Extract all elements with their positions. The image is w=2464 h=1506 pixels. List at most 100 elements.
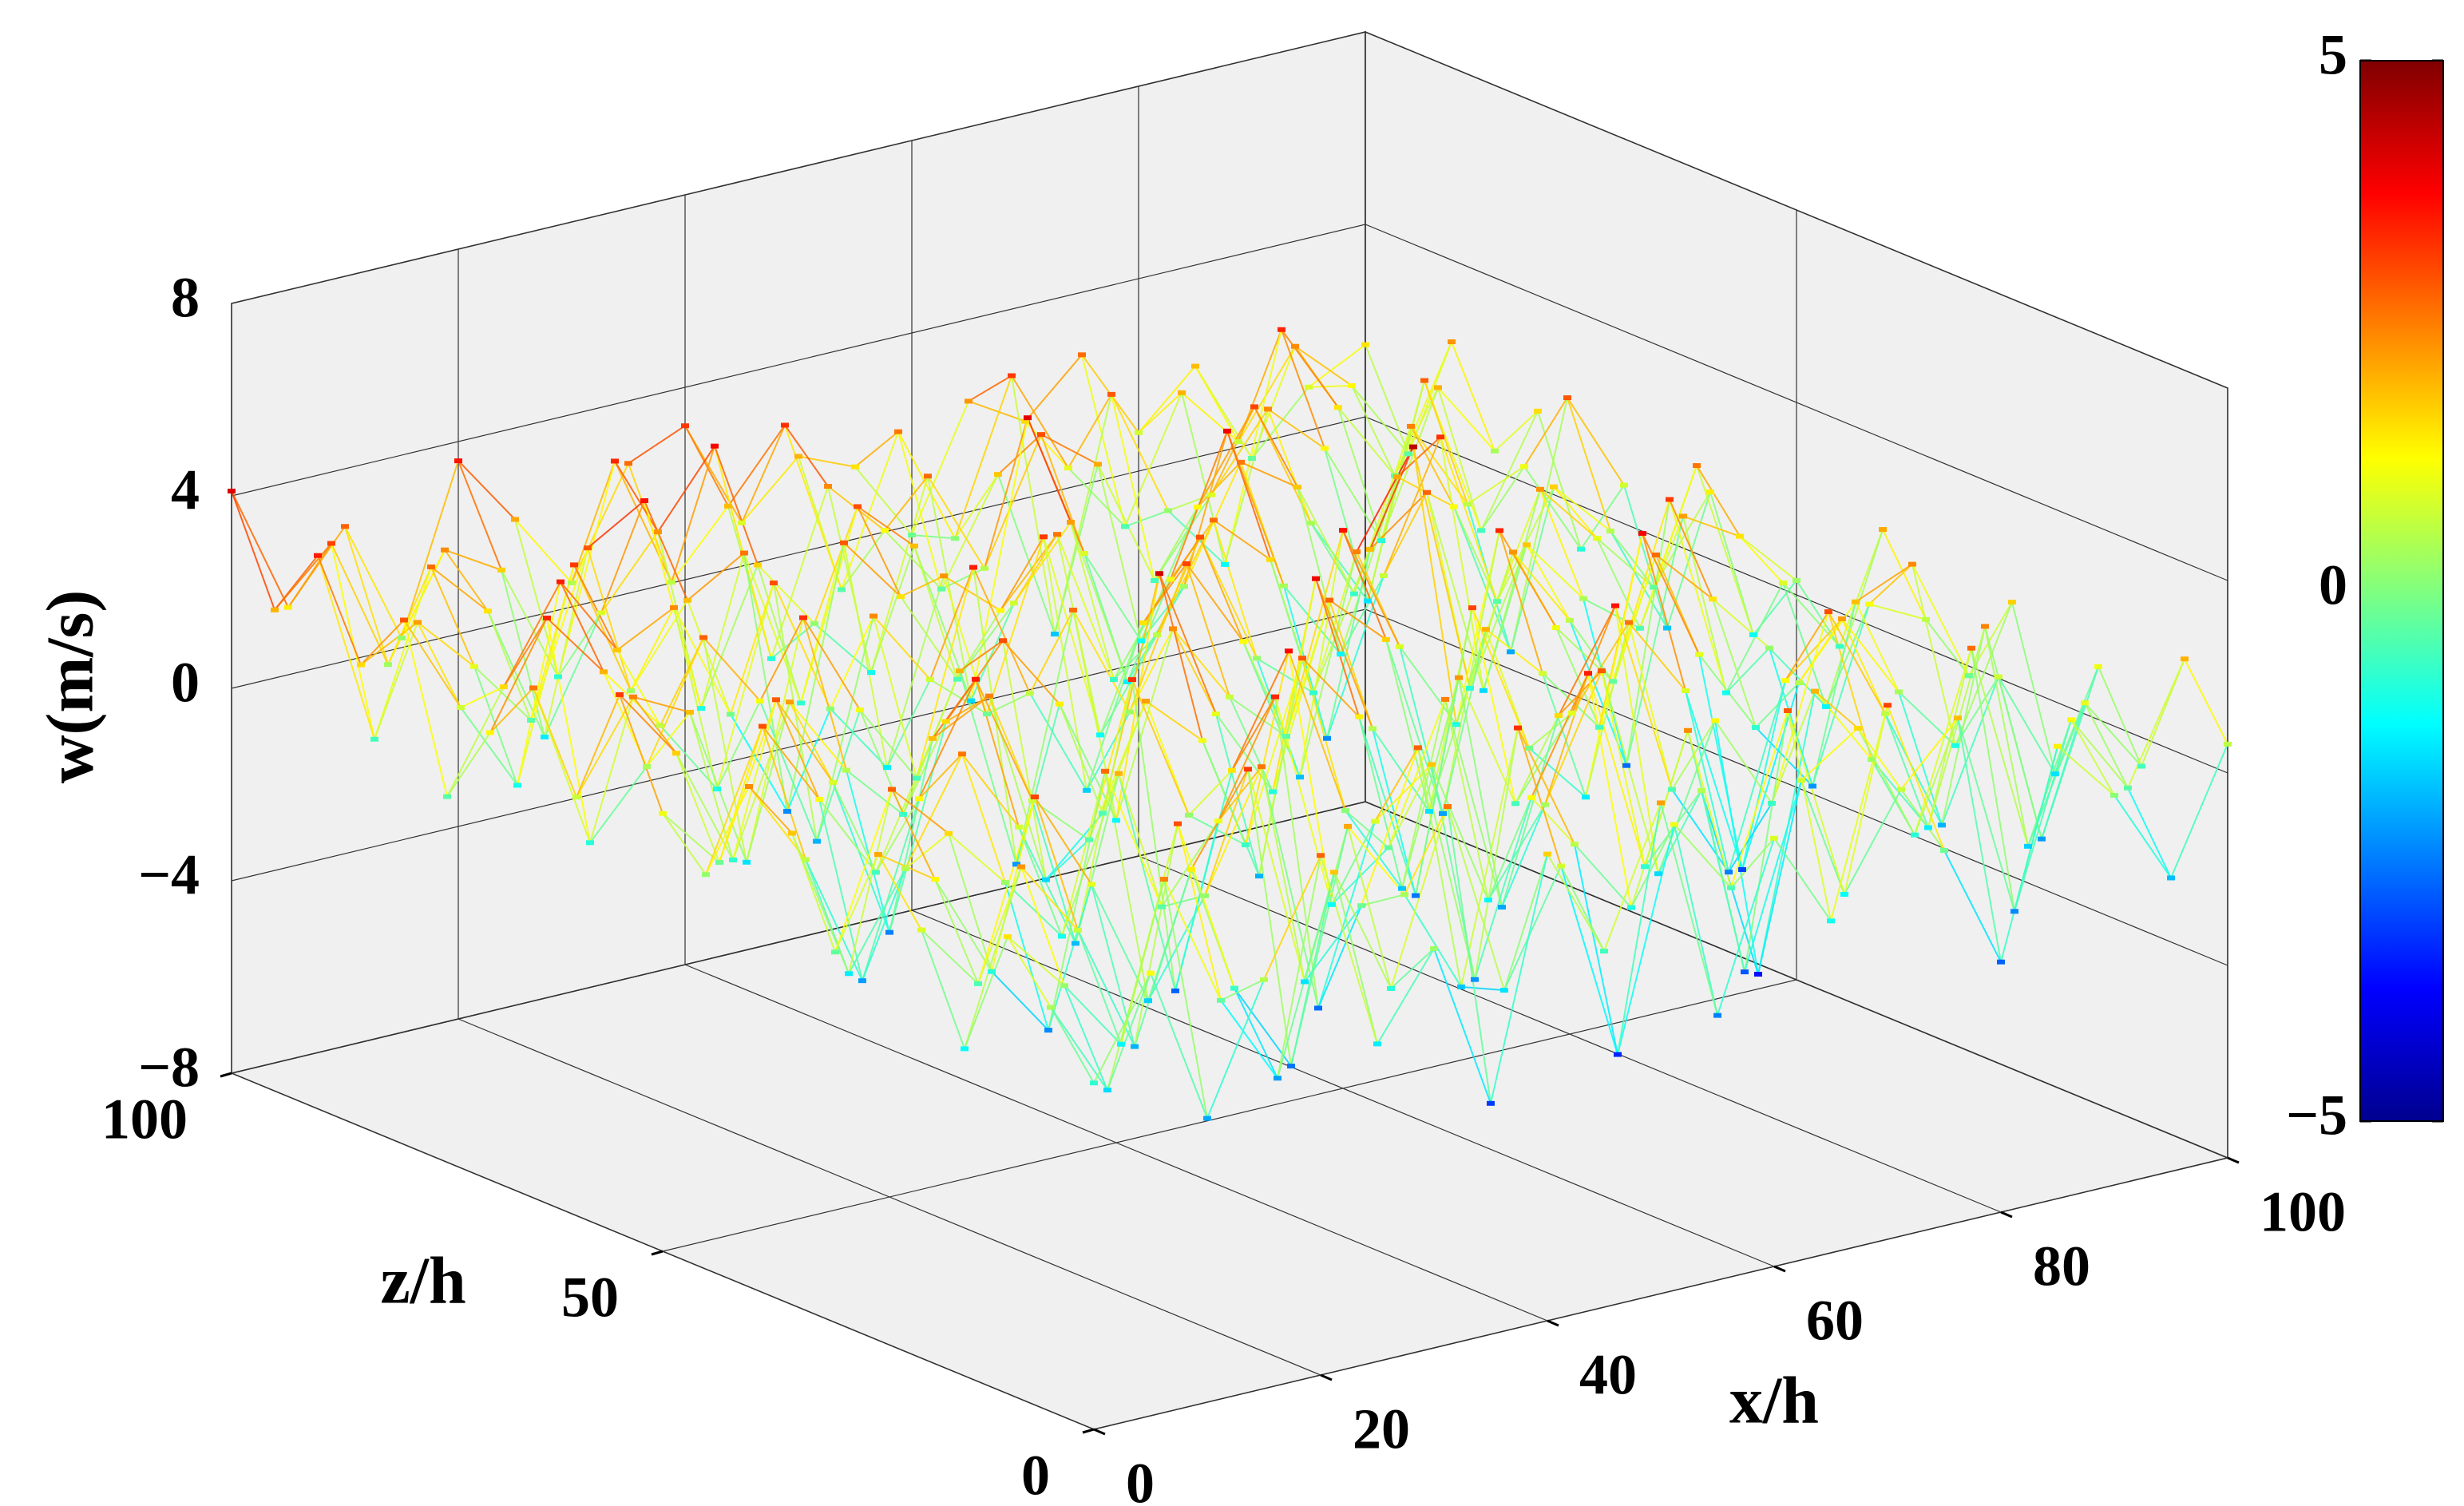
surface-edge <box>1138 392 1182 434</box>
surface-point <box>2124 785 2132 791</box>
surface-point <box>1636 625 1644 631</box>
surface-point <box>1457 984 1465 989</box>
surface-edge <box>1410 426 1468 505</box>
surface-point <box>1144 998 1152 1004</box>
surface-point <box>1174 821 1182 826</box>
surface-edge <box>1324 448 1382 541</box>
surface-edge <box>1467 466 1525 505</box>
surface-edge <box>1984 626 2042 839</box>
surface-point <box>1094 462 1102 467</box>
surface-edge <box>1317 821 1376 1009</box>
surface-edge <box>1825 604 1870 707</box>
z-axis-title: z/h <box>380 1243 465 1318</box>
surface-point <box>1047 1005 1055 1010</box>
surface-edge <box>1134 823 1179 1047</box>
surface-edge <box>1234 988 1278 1079</box>
surface-edge <box>1626 516 1684 766</box>
surface-edge <box>1013 533 1058 604</box>
surface-edge <box>1004 882 1063 937</box>
surface-point <box>1609 679 1617 684</box>
surface-edge <box>1351 385 1396 477</box>
surface-edge <box>1043 537 1087 791</box>
surface-edge <box>1510 397 1568 652</box>
surface-point <box>1884 703 1892 708</box>
surface-edge <box>841 431 899 590</box>
surface-edge <box>514 518 572 584</box>
surface-edge <box>948 833 1006 883</box>
surface-edge <box>1844 789 1902 895</box>
surface-point <box>341 524 349 529</box>
surface-edge <box>1480 410 1539 531</box>
surface-point <box>1768 800 1776 806</box>
surface-edge <box>1064 985 1122 1045</box>
surface-edge <box>843 542 888 768</box>
surface-edge <box>1855 563 1913 603</box>
surface-edge <box>1603 803 1662 952</box>
surface-point <box>1096 732 1104 738</box>
surface-edge <box>1097 463 1155 581</box>
surface-edge <box>576 696 634 798</box>
surface-point <box>1266 557 1274 562</box>
surface-edge <box>918 753 963 799</box>
surface-edge <box>1844 705 1888 895</box>
grid-line <box>662 210 1797 1252</box>
surface-edge <box>1011 375 1069 469</box>
surface-edge <box>1501 715 1559 908</box>
surface-point <box>945 830 953 836</box>
surface-point <box>1024 415 1032 421</box>
surface-edge <box>1281 329 1339 408</box>
surface-edge <box>1320 855 1378 1044</box>
surface-edge <box>975 679 1020 827</box>
surface-edge <box>1396 436 1441 478</box>
surface-point <box>670 604 678 610</box>
surface-edge <box>1342 529 1387 640</box>
surface-point <box>1298 656 1306 661</box>
surface-edge <box>1317 905 1362 1009</box>
surface-point <box>1090 1080 1098 1086</box>
surface-edge <box>1800 727 1859 781</box>
surface-point <box>314 553 322 558</box>
surface-point <box>1117 1041 1125 1047</box>
surface-point <box>1323 735 1331 741</box>
surface-edge <box>1696 465 1741 537</box>
surface-point <box>1135 430 1143 435</box>
surface-edge <box>1050 1007 1095 1084</box>
surface-edge <box>1290 872 1335 1067</box>
surface-edge <box>1000 533 1058 612</box>
surface-point <box>1348 382 1356 388</box>
surface-edge <box>1567 397 1611 532</box>
surface-point <box>815 797 823 802</box>
surface-point <box>1404 451 1412 457</box>
surface-edge <box>1186 563 1230 698</box>
surface-point <box>228 488 236 493</box>
surface-edge <box>1474 727 1519 980</box>
surface-edge <box>1177 823 1235 989</box>
surface-point <box>672 751 680 756</box>
surface-edge <box>2057 745 2115 796</box>
surface-edge <box>943 575 1001 612</box>
surface-point <box>872 870 880 875</box>
surface-edge <box>846 770 890 933</box>
surface-point <box>1627 905 1635 910</box>
surface-edge <box>1998 676 2056 775</box>
surface-point <box>951 536 959 541</box>
surface-edge <box>1488 797 1532 901</box>
surface-point <box>1625 620 1633 625</box>
surface-edge <box>1410 426 1455 507</box>
surface-point <box>1666 497 1674 502</box>
surface-edge <box>1825 529 1884 707</box>
surface-point <box>1142 699 1150 704</box>
surface-edge <box>2070 719 2129 789</box>
surface-point <box>931 877 939 882</box>
surface-point <box>1230 985 1238 991</box>
surface-edge <box>1086 622 1144 791</box>
surface-edge <box>891 788 949 834</box>
surface-point <box>1793 577 1800 583</box>
surface-edge <box>616 649 661 727</box>
x-tick-mark <box>1320 1373 1333 1381</box>
surface-point <box>1398 886 1406 891</box>
surface-edge <box>977 796 1036 985</box>
surface-edge <box>1020 866 1079 931</box>
surface-point <box>1536 486 1544 492</box>
surface-edge <box>984 434 1042 569</box>
